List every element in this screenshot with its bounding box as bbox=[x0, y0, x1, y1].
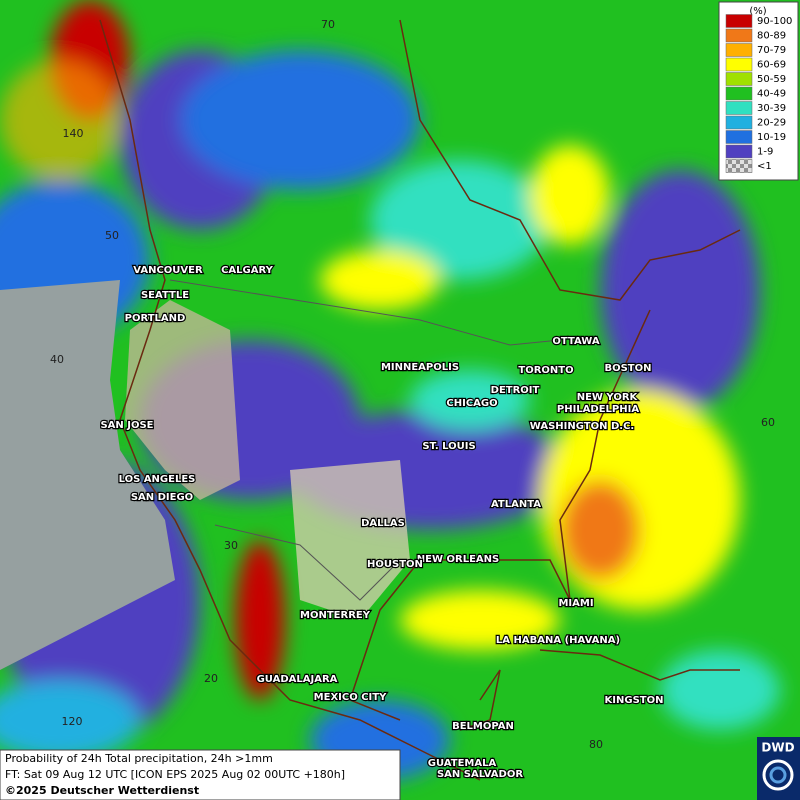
grid-label: 70 bbox=[321, 18, 335, 31]
legend-label: 70-79 bbox=[757, 45, 786, 56]
city-label: LOS ANGELES bbox=[119, 474, 196, 485]
legend-swatch bbox=[725, 72, 753, 86]
grid-label: 80 bbox=[589, 738, 603, 751]
city-label: LA HABANA (HAVANA) bbox=[496, 635, 620, 646]
legend: (%) 90-100 80-89 70-79 60-69 50-59 40-49 30-39… bbox=[718, 1, 799, 181]
city-label: MINNEAPOLIS bbox=[381, 362, 459, 373]
city-label: CHICAGO bbox=[446, 398, 497, 409]
city-label: MIAMI bbox=[558, 598, 593, 609]
legend-swatch bbox=[725, 159, 753, 173]
grid-label: 60 bbox=[761, 416, 775, 429]
grid-labels: 70 140 50 40 60 30 20 120 80 bbox=[50, 18, 775, 751]
city-label: PHILADELPHIA bbox=[557, 404, 639, 415]
city-label: KINGSTON bbox=[605, 695, 664, 706]
footer-line: ©2025 Deutscher Wetterdienst bbox=[5, 784, 199, 797]
city-label: WASHINGTON D.C. bbox=[530, 421, 634, 432]
city-label: PORTLAND bbox=[125, 313, 186, 324]
city-label: OTTAWA bbox=[552, 336, 599, 347]
city-label: HOUSTON bbox=[367, 559, 423, 570]
legend-unit: (%) bbox=[749, 6, 766, 17]
city-label: SAN JOSE bbox=[100, 420, 153, 431]
city-label: NEW ORLEANS bbox=[417, 554, 499, 565]
grid-label: 140 bbox=[63, 127, 84, 140]
city-label: ST. LOUIS bbox=[422, 441, 475, 452]
legend-label: 40-49 bbox=[757, 89, 786, 100]
city-label: SAN SALVADOR bbox=[437, 769, 523, 780]
city-label: DETROIT bbox=[491, 385, 540, 396]
city-label: ATLANTA bbox=[491, 499, 541, 510]
city-label: SAN DIEGO bbox=[131, 492, 193, 503]
footer-line: FT: Sat 09 Aug 12 UTC [ICON EPS 2025 Aug… bbox=[5, 768, 345, 781]
grid-label: 30 bbox=[224, 539, 238, 552]
legend-swatch bbox=[725, 144, 753, 159]
grid-label: 40 bbox=[50, 353, 64, 366]
legend-swatch bbox=[725, 86, 753, 101]
legend-swatch bbox=[725, 57, 753, 72]
city-label: SEATTLE bbox=[141, 290, 189, 301]
legend-swatch bbox=[725, 130, 753, 144]
legend-swatch bbox=[725, 28, 753, 43]
legend-label: <1 bbox=[757, 161, 772, 172]
grid-label: 20 bbox=[204, 672, 218, 685]
legend-label: 20-29 bbox=[757, 118, 786, 129]
legend-swatch bbox=[725, 14, 753, 28]
legend-swatch bbox=[725, 43, 753, 57]
city-label: BOSTON bbox=[604, 363, 651, 374]
city-label: GUADALAJARA bbox=[257, 674, 338, 685]
city-label: GUATEMALA bbox=[428, 758, 497, 769]
city-label: MEXICO CITY bbox=[314, 692, 387, 703]
city-label: CALGARY bbox=[221, 265, 274, 276]
legend-label: 30-39 bbox=[757, 103, 786, 114]
legend-label: 1-9 bbox=[757, 147, 773, 158]
legend-label: 50-59 bbox=[757, 74, 786, 85]
footer: Probability of 24h Total precipitation, … bbox=[0, 749, 401, 800]
grid-label: 50 bbox=[105, 229, 119, 242]
legend-label: 90-100 bbox=[757, 16, 792, 27]
city-label: MONTERREY bbox=[300, 610, 371, 621]
legend-swatch bbox=[725, 101, 753, 115]
city-label: BELMOPAN bbox=[452, 721, 514, 732]
logo-text: DWD bbox=[761, 741, 794, 755]
legend-label: 60-69 bbox=[757, 60, 786, 71]
legend-label: 80-89 bbox=[757, 31, 786, 42]
grid-label: 120 bbox=[62, 715, 83, 728]
legend-swatch bbox=[725, 115, 753, 130]
city-label: NEW YORK bbox=[577, 392, 639, 403]
logo: DWD bbox=[757, 737, 800, 800]
city-label: DALLAS bbox=[361, 518, 405, 529]
city-label: TORONTO bbox=[518, 365, 573, 376]
city-label: VANCOUVER bbox=[133, 265, 203, 276]
footer-line: Probability of 24h Total precipitation, … bbox=[5, 752, 273, 765]
coastlines bbox=[99, 19, 741, 781]
legend-label: 10-19 bbox=[757, 132, 786, 143]
city-labels: VANCOUVER CALGARY SEATTLE PORTLAND MINNEAPOL… bbox=[99, 264, 664, 781]
